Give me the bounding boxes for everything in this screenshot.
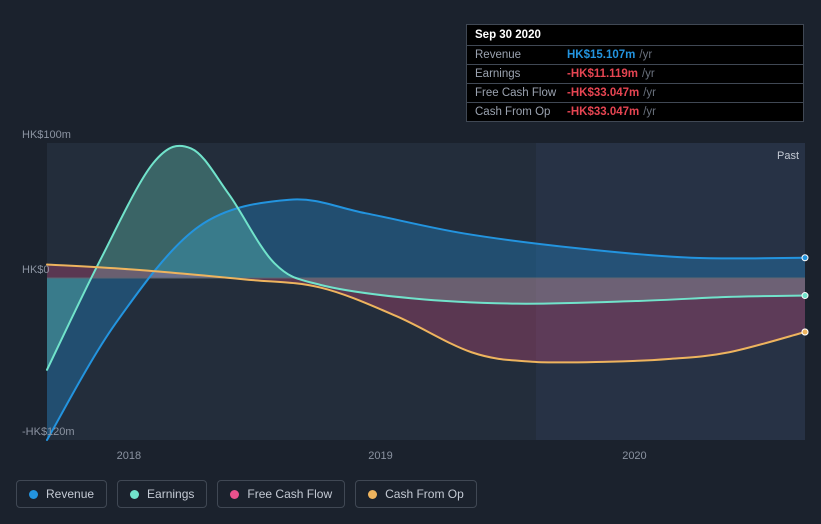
tooltip-row: Free Cash Flow-HK$33.047m/yr [467, 84, 803, 103]
x-axis-tick-label: 2018 [117, 450, 141, 462]
tooltip-date: Sep 30 2020 [467, 25, 803, 46]
legend-item-label: Revenue [46, 487, 94, 501]
tooltip-row-label: Revenue [475, 49, 567, 61]
past-label: Past [777, 150, 799, 162]
chart-legend: Revenue Earnings Free Cash Flow Cash From O… [16, 480, 477, 508]
y-axis-tick-label: HK$0 [22, 264, 50, 276]
x-axis-tick-label: 2020 [622, 450, 646, 462]
y-axis-tick-label: -HK$120m [22, 426, 75, 438]
legend-item-cfo[interactable]: Cash From Op [355, 480, 477, 508]
legend-dot-icon [230, 490, 239, 499]
legend-dot-icon [368, 490, 377, 499]
tooltip-row-value: HK$15.107m [567, 49, 635, 61]
legend-item-label: Cash From Op [385, 487, 464, 501]
tooltip-row-label: Free Cash Flow [475, 87, 567, 99]
data-tooltip: Sep 30 2020 RevenueHK$15.107m/yrEarnings… [466, 24, 804, 122]
tooltip-row-unit: /yr [643, 106, 656, 118]
y-axis-tick-label: HK$100m [22, 129, 71, 141]
x-axis-tick-label: 2019 [368, 450, 392, 462]
tooltip-row-value: -HK$33.047m [567, 87, 639, 99]
legend-item-label: Earnings [147, 487, 194, 501]
tooltip-row-unit: /yr [642, 68, 655, 80]
tooltip-row-value: -HK$11.119m [567, 68, 638, 80]
legend-item-fcf[interactable]: Free Cash Flow [217, 480, 345, 508]
legend-dot-icon [130, 490, 139, 499]
tooltip-row-value: -HK$33.047m [567, 106, 639, 118]
chart-container: Sep 30 2020 RevenueHK$15.107m/yrEarnings… [0, 0, 821, 524]
tooltip-row-label: Earnings [475, 68, 567, 80]
tooltip-row-label: Cash From Op [475, 106, 567, 118]
tooltip-row: Cash From Op-HK$33.047m/yr [467, 103, 803, 121]
legend-item-earnings[interactable]: Earnings [117, 480, 207, 508]
tooltip-row-unit: /yr [639, 49, 652, 61]
legend-item-label: Free Cash Flow [247, 487, 332, 501]
tooltip-row: Earnings-HK$11.119m/yr [467, 65, 803, 84]
legend-dot-icon [29, 490, 38, 499]
tooltip-row-unit: /yr [643, 87, 656, 99]
tooltip-row: RevenueHK$15.107m/yr [467, 46, 803, 65]
legend-item-revenue[interactable]: Revenue [16, 480, 107, 508]
